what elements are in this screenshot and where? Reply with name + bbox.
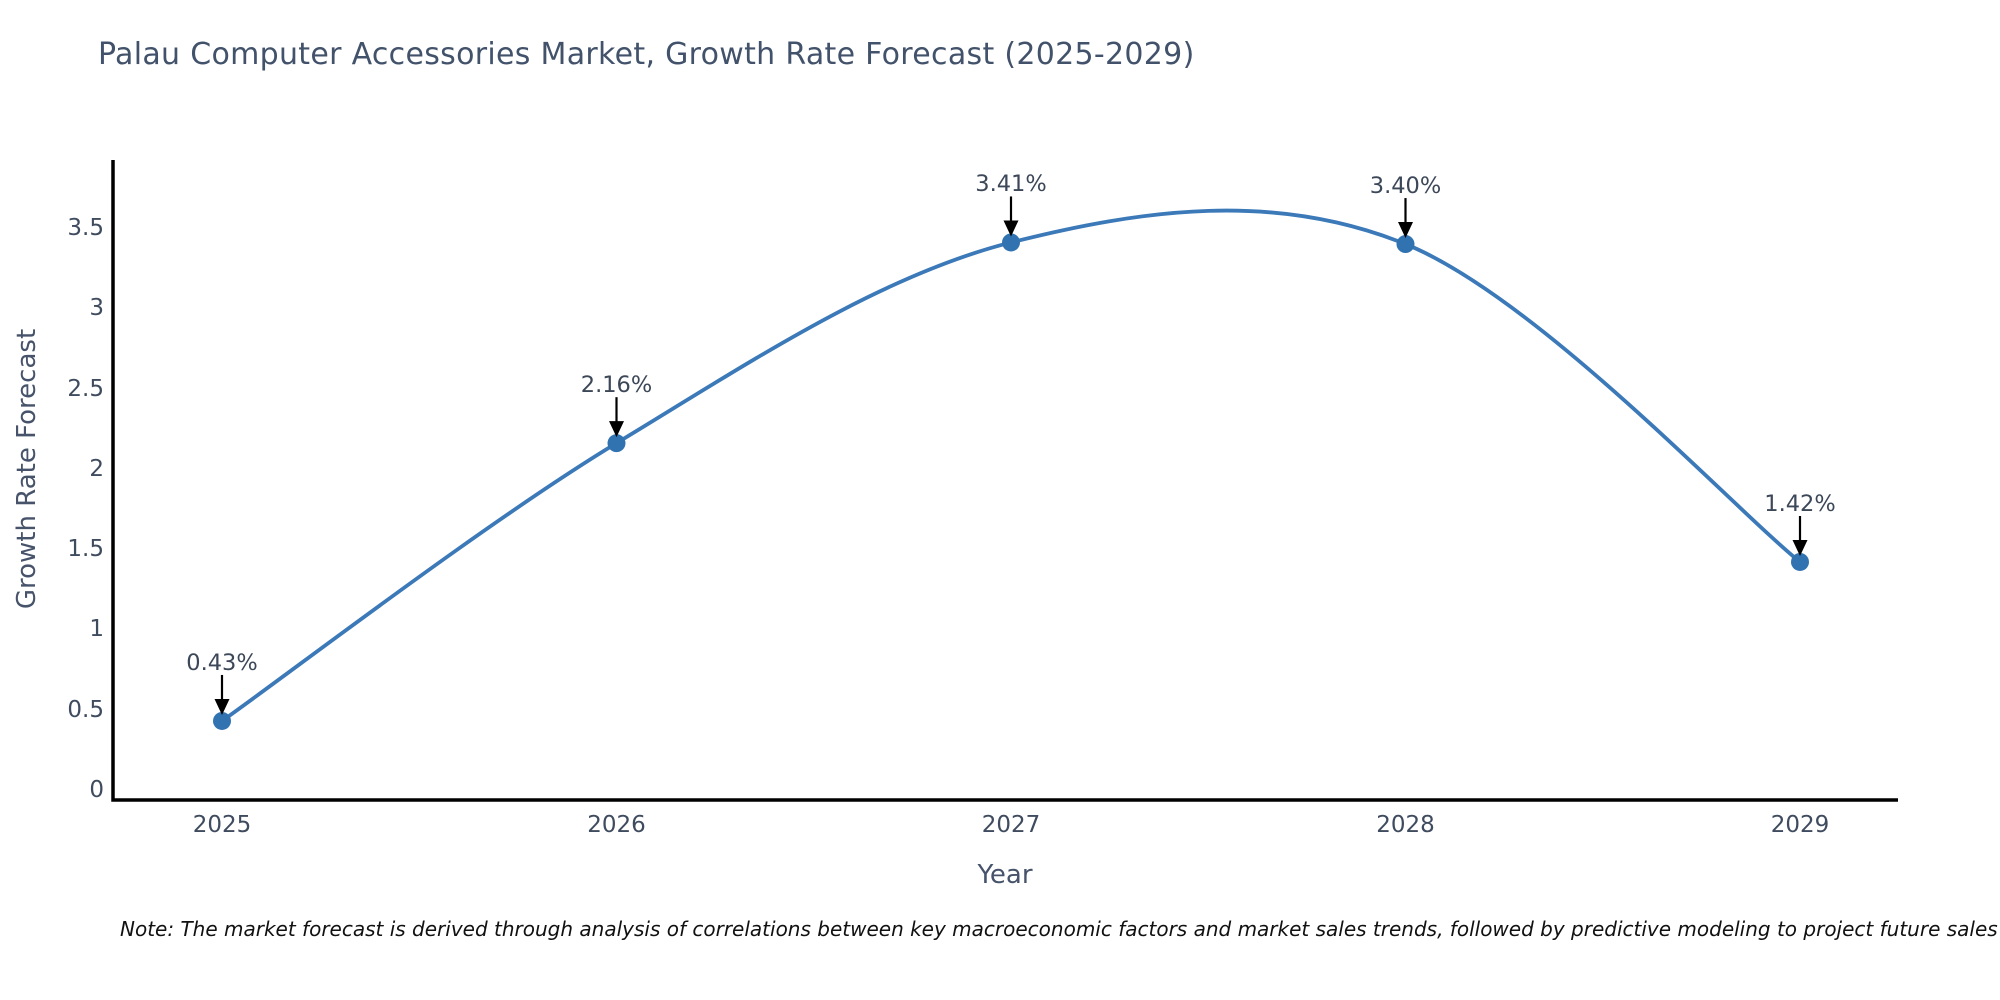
annotation-arrow-head <box>1398 222 1413 239</box>
chart-title: Palau Computer Accessories Market, Growt… <box>98 37 1195 72</box>
y-tick-3: 3 <box>89 295 104 322</box>
y-tick-1: 1 <box>89 616 104 643</box>
y-tick-1.5: 1.5 <box>67 536 104 563</box>
point-label-2026: 2.16% <box>580 372 653 399</box>
data-point-2029 <box>1791 552 1809 571</box>
forecast-line <box>220 208 1802 723</box>
x-tick-2027: 2027 <box>981 812 1041 838</box>
y-axis-title: Growth Rate Forecast <box>12 328 42 610</box>
y-tick-2.5: 2.5 <box>67 375 104 402</box>
y-tick-0: 0 <box>89 777 104 803</box>
point-label-2028: 3.40% <box>1369 173 1442 200</box>
annotation-arrow-head <box>1792 539 1808 556</box>
axis-lines <box>111 160 1898 802</box>
data-point-2027 <box>1002 233 1020 252</box>
x-axis-title: Year <box>977 860 1033 890</box>
x-tick-2025: 2025 <box>192 812 252 838</box>
data-point-2026 <box>607 434 626 453</box>
x-tick-2028: 2028 <box>1376 812 1435 838</box>
point-label-2027: 3.41% <box>975 171 1047 198</box>
y-tick-0.5: 0.5 <box>67 696 104 723</box>
x-tick-2026: 2026 <box>587 812 646 838</box>
x-tick-2029: 2029 <box>1770 812 1830 838</box>
annotation-arrow-head <box>214 698 230 715</box>
data-point-2025 <box>213 711 231 730</box>
y-tick-3.5: 3.5 <box>67 215 104 241</box>
point-label-2025: 0.43% <box>186 649 258 676</box>
point-label-2029: 1.42% <box>1764 490 1836 517</box>
annotation-arrow-head <box>609 421 624 438</box>
annotation-arrow-head <box>1003 220 1019 237</box>
data-point-2028 <box>1396 235 1415 254</box>
footnote: Note: The market forecast is derived thr… <box>120 917 1998 941</box>
y-tick-2: 2 <box>89 455 104 482</box>
